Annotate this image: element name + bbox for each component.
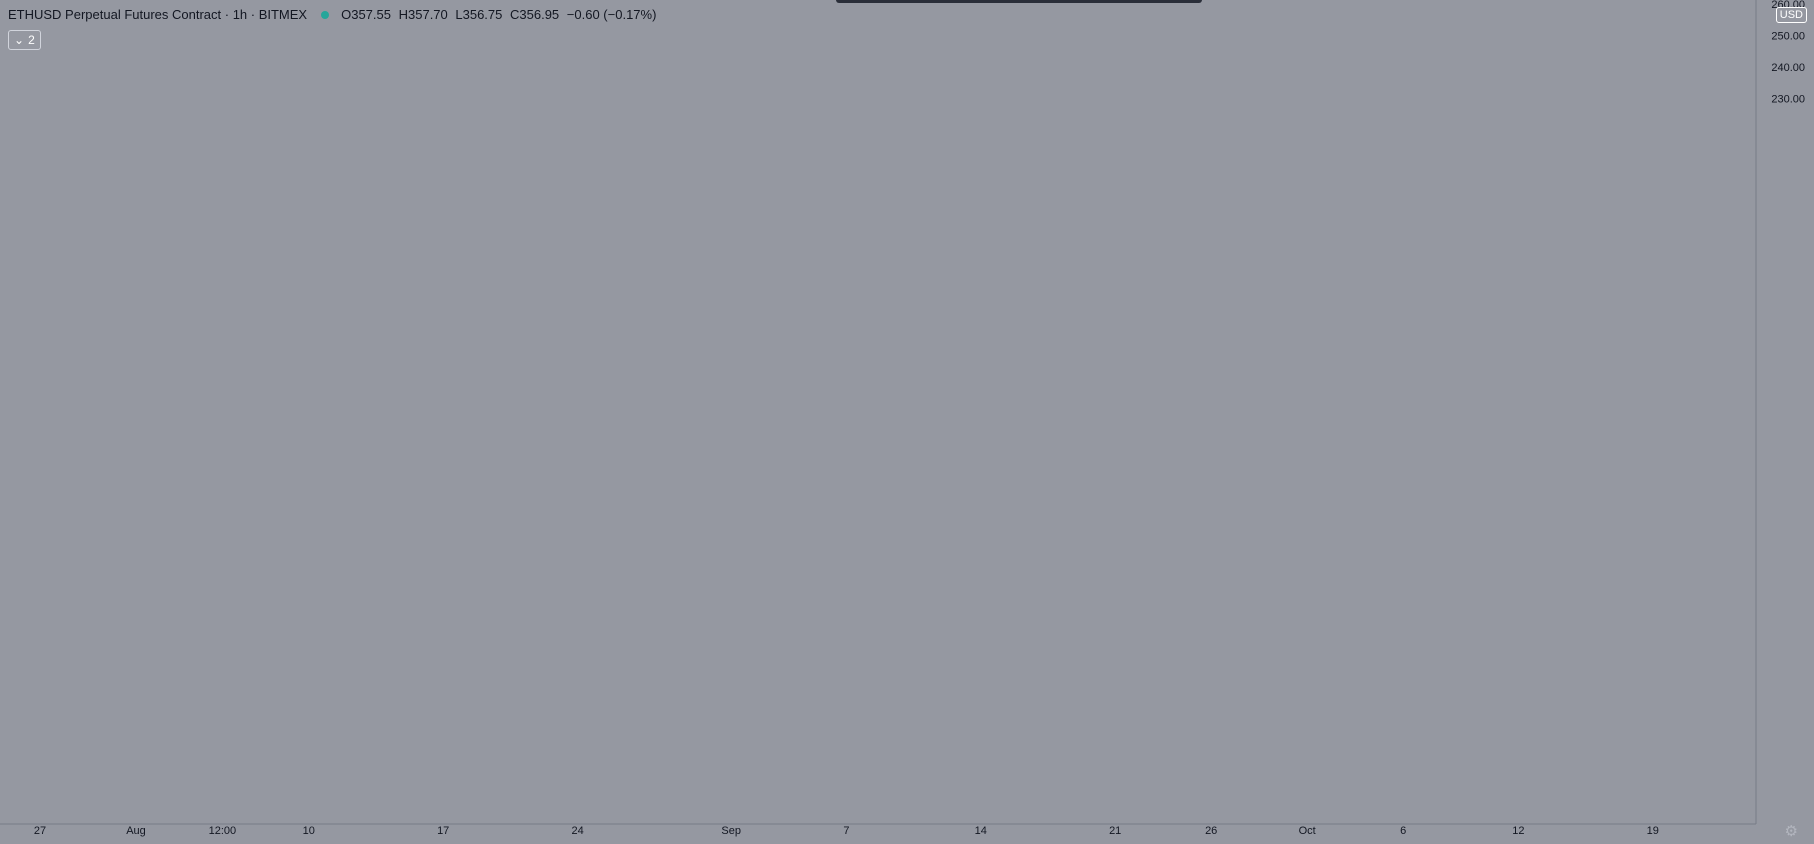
chevron-down-icon: ⌄ <box>14 33 25 47</box>
price-tick-label: 260.00 <box>1771 0 1805 11</box>
top-toolbar-handle[interactable] <box>836 0 1202 3</box>
price-tick-label: 250.00 <box>1771 31 1805 43</box>
time-tick-label: 21 <box>1109 825 1121 837</box>
time-tick-label: 10 <box>303 825 315 837</box>
time-tick-label: 26 <box>1205 825 1217 837</box>
ohlc-close: C356.95 <box>510 7 560 22</box>
time-tick-label: 19 <box>1647 825 1659 837</box>
ohlc-open: O357.55 <box>341 7 391 22</box>
indicators-toggle-button[interactable]: ⌄ 2 <box>8 30 41 50</box>
ohlc-low: L356.75 <box>455 7 503 22</box>
time-tick-label: Oct <box>1299 825 1316 837</box>
time-tick-label: 6 <box>1400 825 1406 837</box>
ohlc-high: H357.70 <box>398 7 448 22</box>
time-tick-label: 14 <box>975 825 987 837</box>
time-tick-label: 7 <box>843 825 849 837</box>
time-tick-label: Sep <box>721 825 741 837</box>
time-tick-label: 17 <box>437 825 449 837</box>
time-tick-label: Aug <box>126 825 146 837</box>
market-status-dot-icon <box>321 10 330 19</box>
price-tick-label: 230.00 <box>1771 94 1805 106</box>
time-tick-label: 12 <box>1512 825 1524 837</box>
ohlc-values: O357.55 H357.70 L356.75 C356.95 −0.60 (−… <box>341 7 660 22</box>
gear-icon[interactable]: ⚙ <box>1784 823 1798 840</box>
ohlc-change: −0.60 (−0.17%) <box>566 7 657 22</box>
symbol-legend: ETHUSD Perpetual Futures Contract · 1h ·… <box>8 7 660 22</box>
time-tick-label: 27 <box>34 825 46 837</box>
price-axis[interactable]: 230.00240.00250.00260.00270.00280.00290.… <box>1755 0 1805 824</box>
currency-badge[interactable]: USD <box>1775 7 1807 23</box>
price-tick-label: 240.00 <box>1771 62 1805 74</box>
time-axis[interactable]: 27 Aug 12:00 10 17 24 Sep 7 14 21 26 Oct 6 12 19 <box>0 823 1756 837</box>
symbol-title[interactable]: ETHUSD Perpetual Futures Contract · 1h ·… <box>8 7 308 22</box>
time-tick-label: 12:00 <box>209 825 237 837</box>
indicators-count: 2 <box>28 33 35 47</box>
time-tick-label: 24 <box>571 825 583 837</box>
